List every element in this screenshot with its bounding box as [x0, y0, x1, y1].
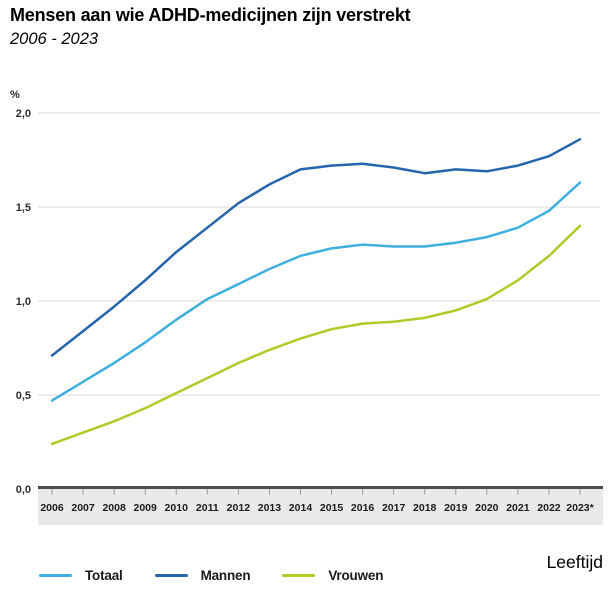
x-tick-label: 2007: [71, 502, 95, 514]
chart-title: Mensen aan wie ADHD-medicijnen zijn vers…: [10, 5, 411, 25]
x-tick-label: 2017: [382, 502, 406, 514]
x-tick-label: 2015: [320, 502, 344, 514]
chart-subtitle: 2006 - 2023: [10, 30, 99, 48]
x-tick-label: 2018: [413, 502, 437, 514]
tab-leeftijd[interactable]: Leeftijd: [546, 552, 603, 572]
chart-canvas: 2006 2007 2008 2009 2010 2011 2012 2013 2014 2015…: [10, 89, 603, 525]
series-line-vrouwen: [50, 224, 582, 446]
legend-swatch-vrouwen: [282, 573, 316, 577]
legend-item-mannen[interactable]: Mannen: [154, 567, 251, 583]
x-tick-label: 2022: [537, 502, 561, 514]
legend-item-vrouwen[interactable]: Vrouwen: [282, 568, 383, 583]
x-tick-label: 2008: [102, 502, 126, 514]
x-tick-label: 2016: [351, 502, 375, 514]
x-tick-label: 2023*: [566, 502, 594, 514]
x-tick-label: 2009: [134, 502, 158, 514]
legend-item-totaal[interactable]: Totaal: [39, 568, 123, 583]
y-tick-label: 2,0: [16, 108, 31, 120]
y-tick-label: 0,0: [16, 484, 31, 496]
x-tick-label: 2014: [289, 502, 313, 514]
x-tick-label: 2019: [444, 502, 468, 514]
legend-swatch-totaal: [39, 573, 72, 577]
y-tick-label: 1,5: [16, 202, 31, 214]
legend-swatch-mannen: [154, 573, 188, 577]
chart-legend: Totaal Mannen Vrouwen: [39, 565, 383, 585]
x-tick-label: 2021: [506, 502, 530, 514]
y-tick-label: 0,5: [16, 390, 31, 402]
x-tick-label: 2012: [227, 502, 251, 514]
y-tick-label: 1,0: [16, 296, 31, 308]
legend-label-vrouwen: Vrouwen: [328, 567, 384, 583]
series-line-mannen: [50, 138, 582, 357]
x-tick-label: 2013: [258, 502, 282, 514]
x-axis-band: [38, 489, 603, 525]
x-tick-label: 2020: [475, 502, 499, 514]
x-tick-label: 2010: [165, 502, 189, 514]
x-tick-label: 2011: [196, 502, 219, 514]
legend-label-mannen: Mannen: [200, 567, 251, 583]
legend-label-totaal: Totaal: [85, 567, 123, 583]
y-axis-unit-label: %: [10, 89, 20, 101]
x-tick-label: 2006: [40, 502, 64, 514]
series-line-totaal: [50, 181, 582, 402]
